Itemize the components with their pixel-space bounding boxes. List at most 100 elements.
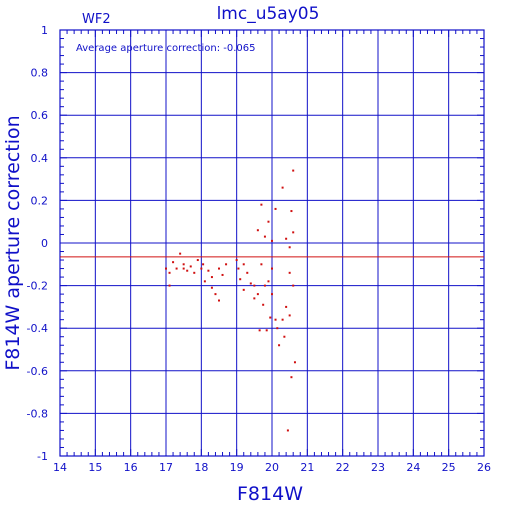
data-point [246, 271, 249, 274]
data-point [290, 210, 293, 213]
data-point [267, 220, 270, 223]
data-point [242, 288, 245, 291]
data-point [249, 282, 252, 285]
data-point [221, 273, 224, 276]
data-point [281, 318, 284, 321]
x-tick-label: 18 [194, 461, 208, 474]
x-tick-label: 14 [53, 461, 67, 474]
data-point [179, 252, 182, 255]
points-layer [165, 169, 296, 432]
y-tick-label: -0.2 [27, 280, 48, 293]
data-point [265, 329, 268, 332]
data-point [263, 284, 266, 287]
data-point [253, 284, 256, 287]
data-point [196, 259, 199, 262]
data-point [286, 429, 289, 432]
data-point [292, 284, 295, 287]
data-point [290, 376, 293, 379]
data-point [288, 246, 291, 249]
data-point [292, 169, 295, 172]
y-tick-label: 0.2 [31, 194, 49, 207]
data-point [281, 186, 284, 189]
y-tick-label: 0 [41, 237, 48, 250]
data-point [218, 299, 220, 302]
data-point [260, 203, 263, 206]
data-point [258, 329, 261, 332]
data-point [218, 267, 220, 270]
data-point [242, 263, 245, 266]
x-tick-label: 21 [300, 461, 314, 474]
data-point [182, 267, 185, 270]
x-tick-label: 15 [88, 461, 102, 474]
y-tick-label: 0.8 [31, 67, 49, 80]
x-tick-label: 17 [159, 461, 173, 474]
data-point [200, 267, 203, 270]
y-tick-label: -0.4 [27, 322, 48, 335]
data-point [253, 297, 256, 300]
data-point [288, 271, 291, 274]
annotation-average: Average aperture correction: -0.065 [76, 43, 256, 54]
data-point [274, 207, 277, 210]
data-point [210, 286, 213, 289]
data-point [269, 316, 272, 319]
grid-layer [59, 29, 485, 457]
data-point [207, 269, 210, 272]
x-tick-label: 24 [406, 461, 420, 474]
data-point [267, 280, 270, 283]
data-point [214, 293, 217, 296]
ticks-layer [59, 29, 485, 457]
data-point [276, 327, 279, 330]
data-point [256, 293, 259, 296]
data-point [225, 263, 228, 266]
data-point [168, 271, 171, 274]
data-point [239, 278, 242, 281]
x-axis-label: F814W [237, 483, 303, 505]
data-point [165, 267, 167, 270]
data-point [292, 231, 295, 234]
data-point [288, 314, 291, 317]
data-point [262, 303, 265, 306]
data-point [271, 267, 273, 270]
x-tick-label: 22 [336, 461, 350, 474]
y-tick-label: 0.6 [31, 109, 49, 122]
data-point [172, 261, 175, 264]
data-point [274, 318, 277, 321]
x-tick-label: 26 [477, 461, 491, 474]
x-tick-label: 16 [124, 461, 138, 474]
data-point [186, 269, 189, 272]
data-point [285, 305, 288, 308]
data-point [283, 335, 286, 338]
y-tick-label: -1 [37, 450, 48, 463]
data-point [202, 263, 205, 266]
data-point [256, 229, 259, 232]
panel-label: WF2 [82, 12, 111, 27]
y-tick-label: -0.8 [27, 407, 48, 420]
data-point [168, 284, 171, 287]
x-tick-label: 19 [230, 461, 244, 474]
data-point [193, 271, 196, 274]
data-point [278, 344, 281, 347]
x-tick-label: 23 [371, 461, 385, 474]
x-tick-label: 25 [442, 461, 456, 474]
tick-labels: 14 15 16 17 18 19 20 21 22 23 24 25 26 1 0.8 0.6 0.4 0.2 0… [27, 24, 491, 474]
data-point [182, 263, 185, 266]
y-axis-label: F814W aperture correction [2, 115, 24, 370]
data-point [175, 267, 178, 270]
data-point [271, 239, 273, 242]
data-point [271, 293, 273, 296]
data-point [285, 237, 288, 240]
data-point [210, 276, 213, 279]
y-tick-label: 1 [41, 24, 48, 37]
data-point [189, 265, 192, 268]
y-tick-label: -0.6 [27, 365, 48, 378]
chart-title: lmc_u5ay05 [217, 4, 320, 24]
data-point [235, 259, 238, 262]
y-tick-label: 0.4 [31, 152, 49, 165]
data-point [263, 235, 266, 238]
data-point [237, 267, 240, 270]
data-point [260, 263, 263, 266]
data-point [293, 361, 296, 364]
data-point [203, 280, 206, 283]
x-tick-label: 20 [265, 461, 279, 474]
